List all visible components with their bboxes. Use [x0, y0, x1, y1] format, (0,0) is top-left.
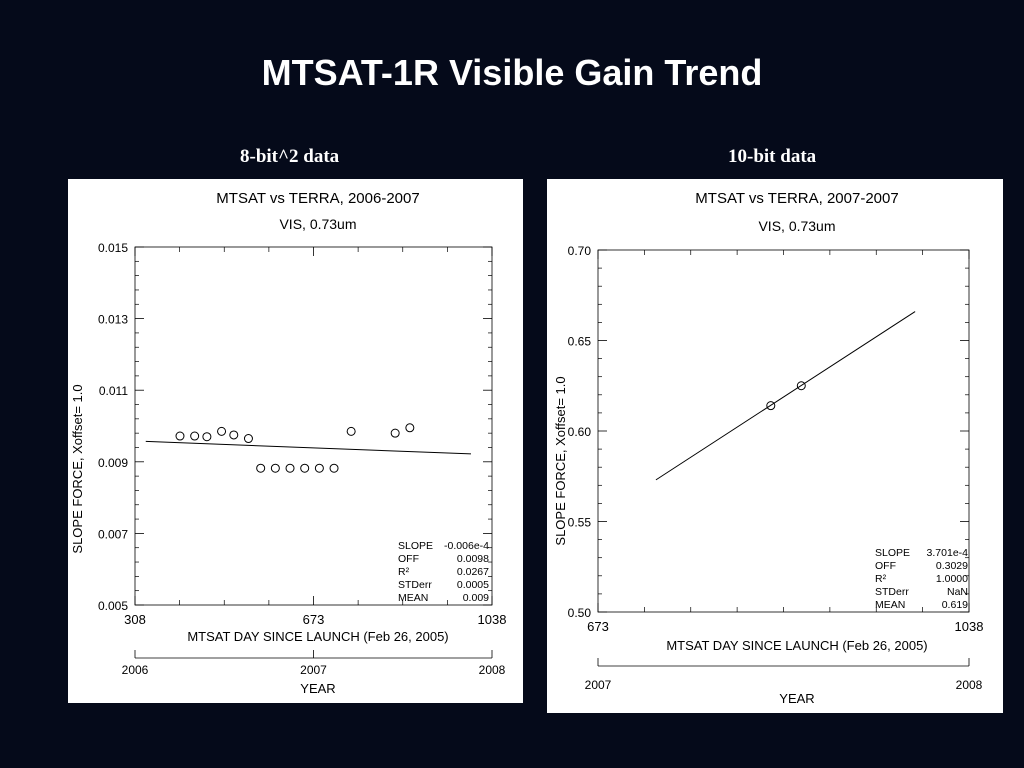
left-chart-panel: MTSAT vs TERRA, 2006-2007 VIS, 0.73um 0.01…: [68, 179, 523, 703]
left-data-point: [314, 463, 324, 473]
right-y-tick-label: 0.60: [568, 425, 592, 439]
left-stats-label: STDerr: [398, 579, 432, 591]
right-y-tick-label: 0.70: [568, 244, 592, 258]
right-year-tick-label: 2008: [956, 678, 983, 692]
left-stats-value: 0.009: [463, 592, 489, 604]
left-x-tick-label: 308: [124, 612, 146, 627]
left-stats-label: MEAN: [398, 592, 428, 604]
right-stats-value: 0.3029: [936, 560, 968, 572]
left-chart-title: MTSAT vs TERRA, 2006-2007: [216, 190, 419, 207]
left-data-point: [300, 463, 310, 473]
left-y-tick-label: 0.005: [98, 599, 128, 613]
right-y-axis-label: SLOPE FORCE, Xoffset= 1.0: [553, 376, 568, 545]
right-stats-value: 0.619: [942, 599, 968, 611]
right-chart-subtitle: 10-bit data: [728, 146, 817, 167]
left-y-tick-label: 0.011: [99, 384, 128, 398]
right-year-tick-label: 2007: [585, 678, 612, 692]
left-stats-label: R²: [398, 566, 410, 578]
right-x-axis-label: MTSAT DAY SINCE LAUNCH (Feb 26, 2005): [666, 638, 927, 653]
right-data-point: [766, 401, 776, 411]
left-x-tick-label: 673: [303, 612, 325, 627]
right-year-axis-title: YEAR: [779, 691, 814, 706]
right-stats-label: R²: [875, 573, 887, 585]
right-plot-frame: [597, 249, 970, 613]
left-stats-value: 0.0098: [457, 553, 489, 565]
left-year-tick-label: 2008: [479, 663, 506, 677]
right-x-tick-label: 673: [587, 619, 609, 634]
left-x-axis-label: MTSAT DAY SINCE LAUNCH (Feb 26, 2005): [187, 629, 448, 644]
slide-title: MTSAT-1R Visible Gain Trend: [261, 52, 763, 93]
left-stats-value: 0.0005: [457, 579, 489, 591]
right-chart-title: MTSAT vs TERRA, 2007-2007: [695, 190, 898, 207]
right-chart-subtitle: VIS, 0.73um: [758, 218, 835, 234]
right-chart-panel: MTSAT vs TERRA, 2007-2007 VIS, 0.73um 0.70…: [547, 179, 1003, 713]
left-data-point: [190, 431, 200, 441]
right-stats-label: MEAN: [875, 599, 905, 611]
right-data-point: [796, 381, 806, 391]
right-stats-value: 1.0000: [936, 573, 968, 585]
left-plot-frame: [134, 246, 493, 606]
left-data-point: [346, 426, 356, 436]
left-year-axis-title: YEAR: [300, 681, 335, 696]
left-chart-subtitle: VIS, 0.73um: [279, 216, 356, 232]
left-stats-label: SLOPE: [398, 540, 433, 552]
left-data-point: [202, 432, 212, 442]
left-year-tick-label: 2006: [122, 663, 149, 677]
right-x-tick-label: 1038: [955, 619, 984, 634]
left-data-point: [229, 430, 239, 440]
right-y-tick-label: 0.65: [568, 335, 592, 349]
left-y-tick-label: 0.007: [98, 527, 128, 541]
left-fit-line: [145, 440, 471, 455]
left-data-point: [270, 463, 280, 473]
right-stats-label: OFF: [875, 560, 896, 572]
left-stats-value: 0.0267: [457, 566, 489, 578]
left-data-point: [217, 426, 227, 436]
right-stats-value: 3.701e-4: [927, 547, 969, 559]
left-chart-subtitle: 8-bit^2 data: [240, 146, 340, 167]
left-y-tick-label: 0.009: [98, 456, 128, 470]
left-data-point: [329, 463, 339, 473]
left-data-point: [175, 431, 185, 441]
left-stats-label: OFF: [398, 553, 419, 565]
right-chart: MTSAT vs TERRA, 2007-2007 VIS, 0.73um 0.70…: [553, 190, 984, 706]
left-chart: MTSAT vs TERRA, 2006-2007 VIS, 0.73um 0.01…: [70, 190, 507, 696]
right-stats-value: NaN: [947, 586, 968, 598]
left-data-point: [285, 463, 295, 473]
left-y-tick-label: 0.015: [98, 241, 128, 255]
right-fit-line: [655, 311, 916, 481]
left-data-point: [243, 434, 253, 444]
left-stats-value: -0.006e-4: [444, 540, 489, 552]
right-stats-label: SLOPE: [875, 547, 910, 559]
left-data-point: [390, 428, 400, 438]
left-data-point: [405, 423, 415, 433]
right-stats-label: STDerr: [875, 586, 909, 598]
right-y-tick-label: 0.55: [568, 516, 592, 530]
left-y-axis-label: SLOPE FORCE, Xoffset= 1.0: [70, 384, 85, 553]
left-x-tick-label: 1038: [478, 612, 507, 627]
left-data-point: [256, 463, 266, 473]
left-year-tick-label: 2007: [300, 663, 327, 677]
left-y-tick-label: 0.013: [98, 313, 128, 327]
right-y-tick-label: 0.50: [568, 606, 592, 620]
